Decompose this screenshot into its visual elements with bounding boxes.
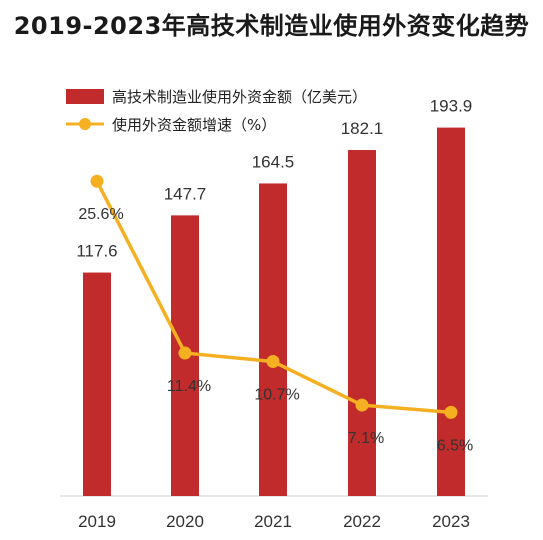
bar-label-2019: 117.6 <box>76 242 117 261</box>
bar-value-labels: 117.6 147.7 164.5 182.1 193.9 <box>76 97 472 261</box>
legend-line-label: 使用外资金额增速（%） <box>112 116 276 134</box>
bar-label-2021: 164.5 <box>252 152 295 171</box>
rate-point-2021 <box>266 355 280 369</box>
bar-label-2022: 182.1 <box>341 119 384 138</box>
x-tick-2019: 2019 <box>78 512 116 531</box>
bar-2019 <box>83 272 111 496</box>
rate-label-2020: 11.4% <box>167 378 211 395</box>
rate-point-2020 <box>178 346 192 360</box>
rate-point-2019 <box>90 174 104 188</box>
rate-label-2022: 7.1% <box>348 430 384 447</box>
rate-value-labels: 25.6% 11.4% 10.7% 7.1% 6.5% <box>78 206 473 454</box>
chart-title: 2019-2023年高技术制造业使用外资变化趋势 <box>13 12 530 40</box>
legend: 高技术制造业使用外资金额（亿美元） 使用外资金额增速（%） <box>66 88 367 134</box>
x-tick-labels: 2019 2020 2021 2022 2023 <box>78 512 470 531</box>
legend-bar-label: 高技术制造业使用外资金额（亿美元） <box>112 88 367 106</box>
x-tick-2023: 2023 <box>432 512 470 531</box>
x-tick-2022: 2022 <box>343 512 381 531</box>
x-tick-2020: 2020 <box>166 512 204 531</box>
x-tick-2021: 2021 <box>254 512 292 531</box>
bar-label-2020: 147.7 <box>164 184 207 203</box>
bar-label-2023: 193.9 <box>430 97 473 116</box>
bar-2021 <box>259 183 287 496</box>
bar-2023 <box>437 127 465 496</box>
rate-series <box>90 174 458 419</box>
legend-bar-swatch <box>66 89 104 104</box>
rate-point-2022 <box>355 398 369 412</box>
bar-2022 <box>348 150 376 496</box>
rate-label-2019: 25.6% <box>78 206 123 223</box>
rate-label-2021: 10.7% <box>254 387 299 404</box>
legend-line-marker <box>79 118 91 130</box>
bar-series <box>83 127 465 496</box>
rate-label-2023: 6.5% <box>437 437 473 454</box>
rate-point-2023 <box>444 405 458 419</box>
